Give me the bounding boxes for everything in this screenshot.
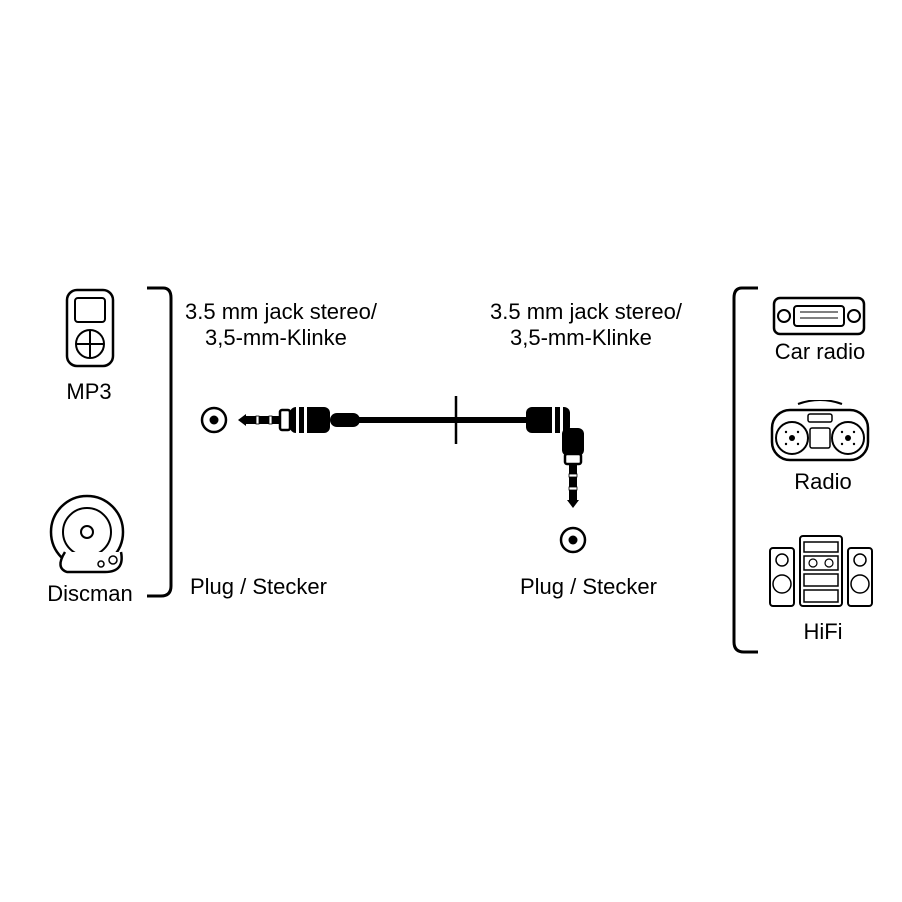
jack-right-label-1: 3.5 mm jack stereo/ [490, 300, 720, 324]
mp3-icon [55, 288, 125, 378]
jack-left-label-2: 3,5-mm-Klinke [205, 326, 435, 350]
hifi-icon [766, 530, 876, 618]
cable-assembly [198, 390, 618, 560]
plug-left-label: Plug / Stecker [190, 575, 370, 599]
mp3-label: MP3 [44, 380, 134, 404]
radio-label: Radio [788, 470, 858, 494]
radio-icon [768, 400, 873, 470]
car-radio-label: Car radio [770, 340, 870, 364]
jack-right-label-2: 3,5-mm-Klinke [510, 326, 740, 350]
discman-icon [45, 490, 140, 580]
car-radio-icon [772, 292, 867, 340]
jack-left-label-1: 3.5 mm jack stereo/ [185, 300, 415, 324]
plug-right-label: Plug / Stecker [520, 575, 700, 599]
diagram-stage: MP3 Discman Car ra [0, 0, 902, 902]
discman-label: Discman [30, 582, 150, 606]
hifi-label: HiFi [798, 620, 848, 644]
left-bracket [145, 286, 175, 606]
